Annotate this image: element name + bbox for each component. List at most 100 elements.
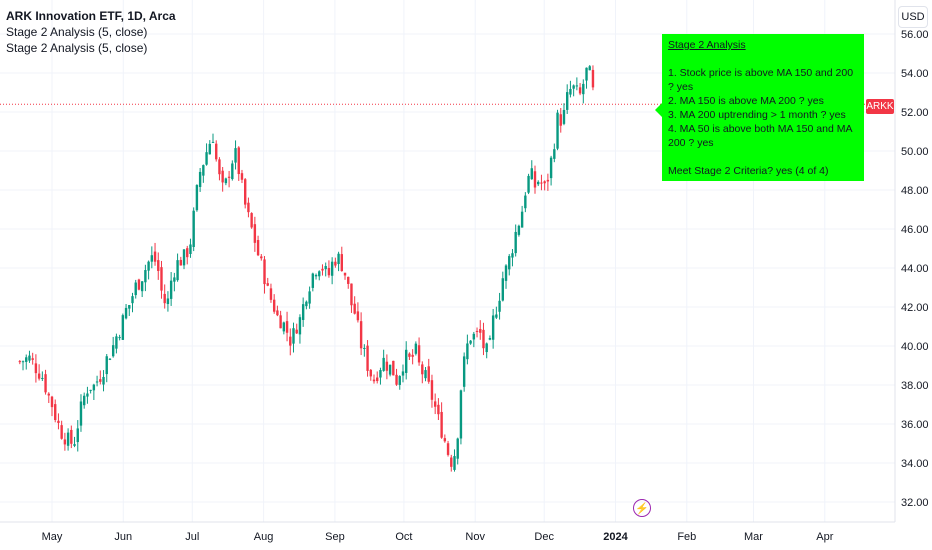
candle-body [330, 261, 334, 276]
candle-body [427, 366, 430, 382]
candle-body [376, 377, 379, 382]
stage-box-heading: Stage 2 Analysis [668, 39, 746, 51]
candle-body [202, 165, 205, 176]
candle-body [211, 141, 215, 143]
indicator-label-2[interactable]: Stage 2 Analysis (5, close) [6, 41, 148, 55]
price-tick-label: 36.00 [901, 419, 929, 431]
candle-body [108, 358, 112, 360]
indicator-label-1[interactable]: Stage 2 Analysis (5, close) [6, 25, 148, 39]
candle-body [134, 282, 137, 296]
candle-body [530, 168, 533, 180]
time-tick-label: Jun [114, 531, 132, 543]
candle-body [266, 283, 269, 286]
candle-body [430, 380, 434, 400]
candle-body [382, 357, 385, 371]
candle-body [578, 87, 582, 94]
candle-body [543, 181, 546, 184]
candle-body [282, 322, 286, 332]
candle-body [311, 273, 315, 288]
candle-body [524, 195, 527, 209]
candle-body [553, 149, 556, 159]
price-tick-label: 34.00 [901, 458, 929, 470]
candle-body [269, 288, 273, 300]
candle-body [124, 307, 128, 319]
candle-body [131, 296, 134, 304]
candle-body [504, 265, 508, 281]
candle-body [44, 374, 47, 393]
lightning-icon[interactable]: ⚡ [633, 499, 651, 517]
time-tick-label: Sep [325, 531, 345, 543]
candle-body [195, 185, 199, 211]
candle-body [440, 411, 443, 438]
candle-body [128, 305, 131, 309]
candle-body [92, 384, 96, 391]
candle-body [488, 338, 492, 340]
candle-body [231, 163, 234, 180]
candle-body [401, 371, 405, 376]
candle-body [99, 379, 102, 382]
candle-body [456, 438, 459, 459]
candle-body [588, 66, 591, 71]
candle-body [388, 364, 392, 375]
last-price-tag: ARKK [866, 99, 894, 114]
price-tick-label: 50.00 [901, 146, 929, 158]
candle-body [575, 85, 579, 87]
candle-body [115, 336, 118, 349]
candle-body [395, 374, 398, 385]
candle-body [343, 272, 347, 276]
time-tick-label: Mar [744, 531, 763, 543]
candle-body [363, 347, 366, 349]
candle-body [562, 109, 566, 124]
candle-body [234, 148, 237, 163]
candle-body [218, 159, 221, 175]
candle-body [466, 343, 469, 360]
candle-body [260, 256, 263, 259]
candle-body [247, 202, 250, 213]
candle-body [459, 390, 463, 439]
candle-body [76, 428, 79, 443]
candle-body [160, 267, 163, 291]
candle-body [301, 304, 305, 320]
candle-body [250, 213, 253, 228]
candle-body [137, 279, 141, 290]
candle-body [353, 303, 356, 314]
candle-body [41, 377, 44, 379]
candle-body [408, 353, 411, 357]
candle-body [147, 261, 150, 271]
candle-body [89, 389, 92, 391]
candle-body [157, 260, 160, 271]
candle-body [334, 261, 337, 266]
candle-body [569, 88, 572, 95]
candle-body [356, 311, 360, 321]
candle-body [28, 355, 31, 361]
candle-body [421, 364, 424, 375]
candle-body [566, 92, 569, 110]
candle-body [585, 67, 588, 81]
candle-body [446, 443, 450, 455]
candle-body [327, 267, 331, 276]
candle-body [591, 69, 595, 88]
candle-body [263, 259, 266, 285]
candle-body [221, 170, 224, 183]
candle-body [166, 298, 170, 305]
candle-body [340, 254, 343, 272]
candle-body [472, 333, 476, 340]
candle-body [443, 438, 447, 442]
candle-body [559, 114, 562, 126]
candle-body [37, 373, 41, 379]
candle-body [66, 432, 70, 446]
candle-body [582, 83, 585, 95]
candle-body [276, 310, 279, 316]
currency-button[interactable]: USD [898, 6, 928, 28]
candle-body [437, 404, 440, 415]
candle-body [95, 381, 99, 383]
price-tick-label: 48.00 [901, 185, 929, 197]
time-tick-label: 2024 [603, 531, 628, 543]
candle-body [215, 143, 218, 160]
candle-body [379, 370, 382, 378]
candle-body [498, 300, 501, 312]
candle-body [424, 370, 427, 379]
candle-body [308, 291, 311, 304]
candle-body [520, 211, 524, 228]
